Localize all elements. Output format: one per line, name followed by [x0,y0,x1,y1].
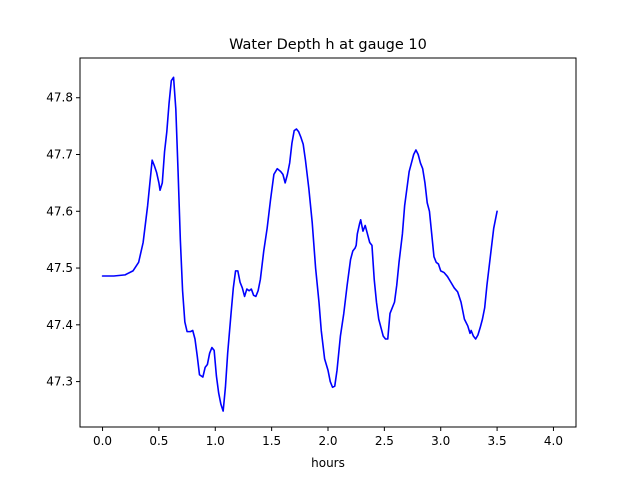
y-axis-ticks: 47.3 47.4 47.5 47.6 47.7 47.8 [46,91,80,389]
x-tick-label: 0.0 [93,434,112,448]
y-tick-label: 47.5 [46,261,73,275]
plot-frame [79,57,577,428]
x-tick-label: 0.5 [149,434,168,448]
x-tick-label: 1.0 [206,434,225,448]
x-tick-label: 1.5 [262,434,281,448]
series-layer [101,76,498,412]
x-tick-label: 4.0 [544,434,563,448]
chart-title: Water Depth h at gauge 10 [229,37,427,53]
y-tick-label: 47.3 [46,375,73,389]
x-axis-label: hours [311,456,345,470]
y-tick-label: 47.8 [46,91,73,105]
x-tick-label: 3.5 [488,434,507,448]
y-tick-label: 47.4 [46,318,73,332]
y-tick-label: 47.7 [46,148,73,162]
y-tick-label: 47.6 [46,204,73,218]
x-tick-label: 3.0 [431,434,450,448]
x-axis-ticks: 0.0 0.5 1.0 1.5 2.0 2.5 3.0 3.5 4.0 [93,427,563,448]
x-tick-label: 2.0 [318,434,337,448]
series-line-0 [101,76,498,412]
x-tick-label: 2.5 [375,434,394,448]
